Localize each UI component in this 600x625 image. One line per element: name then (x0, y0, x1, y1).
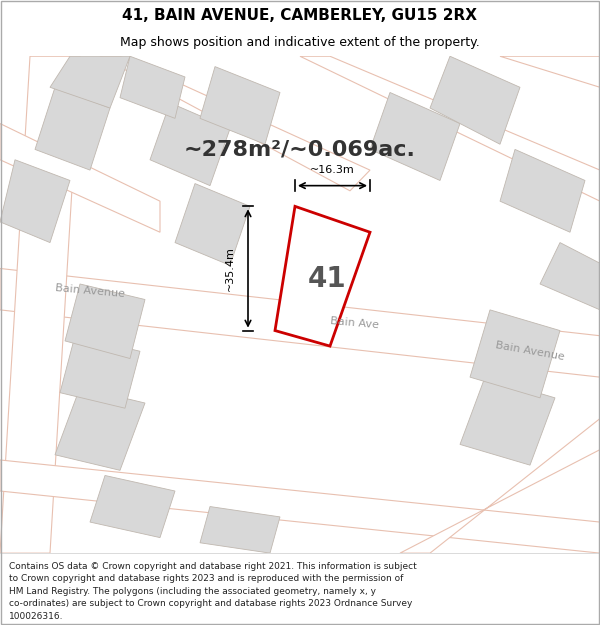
Polygon shape (120, 56, 185, 118)
Polygon shape (500, 56, 600, 88)
Polygon shape (470, 310, 560, 398)
Polygon shape (0, 56, 80, 553)
Text: Contains OS data © Crown copyright and database right 2021. This information is : Contains OS data © Crown copyright and d… (9, 562, 417, 571)
Polygon shape (90, 476, 175, 538)
Polygon shape (370, 92, 460, 181)
Text: ~278m²/~0.069ac.: ~278m²/~0.069ac. (184, 139, 416, 159)
Polygon shape (175, 184, 250, 266)
Text: Map shows position and indicative extent of the property.: Map shows position and indicative extent… (120, 36, 480, 49)
Text: 41, BAIN AVENUE, CAMBERLEY, GU15 2RX: 41, BAIN AVENUE, CAMBERLEY, GU15 2RX (122, 8, 478, 23)
Text: Bain Avenue: Bain Avenue (55, 283, 125, 299)
Polygon shape (0, 160, 70, 242)
Text: ~16.3m: ~16.3m (310, 165, 355, 175)
Polygon shape (60, 336, 140, 408)
Polygon shape (460, 377, 555, 465)
Polygon shape (275, 206, 370, 346)
Text: co-ordinates) are subject to Crown copyright and database rights 2023 Ordnance S: co-ordinates) are subject to Crown copyr… (9, 599, 412, 609)
Text: Bain Avenue: Bain Avenue (495, 340, 565, 362)
Polygon shape (400, 419, 600, 553)
Polygon shape (50, 56, 130, 108)
Polygon shape (200, 67, 280, 144)
Polygon shape (500, 149, 585, 232)
Polygon shape (0, 269, 600, 377)
Text: ~35.4m: ~35.4m (225, 246, 235, 291)
Polygon shape (65, 284, 145, 359)
Polygon shape (0, 460, 600, 553)
Polygon shape (540, 242, 600, 310)
Text: to Crown copyright and database rights 2023 and is reproduced with the permissio: to Crown copyright and database rights 2… (9, 574, 403, 583)
Polygon shape (300, 56, 600, 201)
Polygon shape (35, 88, 110, 170)
Polygon shape (200, 506, 280, 553)
Text: 41: 41 (308, 265, 347, 292)
Polygon shape (100, 56, 370, 191)
Text: Bain Ave: Bain Ave (330, 316, 380, 331)
Polygon shape (0, 124, 160, 232)
Text: 100026316.: 100026316. (9, 612, 64, 621)
Polygon shape (55, 388, 145, 470)
Polygon shape (430, 56, 520, 144)
Text: HM Land Registry. The polygons (including the associated geometry, namely x, y: HM Land Registry. The polygons (includin… (9, 587, 376, 596)
Polygon shape (150, 103, 230, 186)
